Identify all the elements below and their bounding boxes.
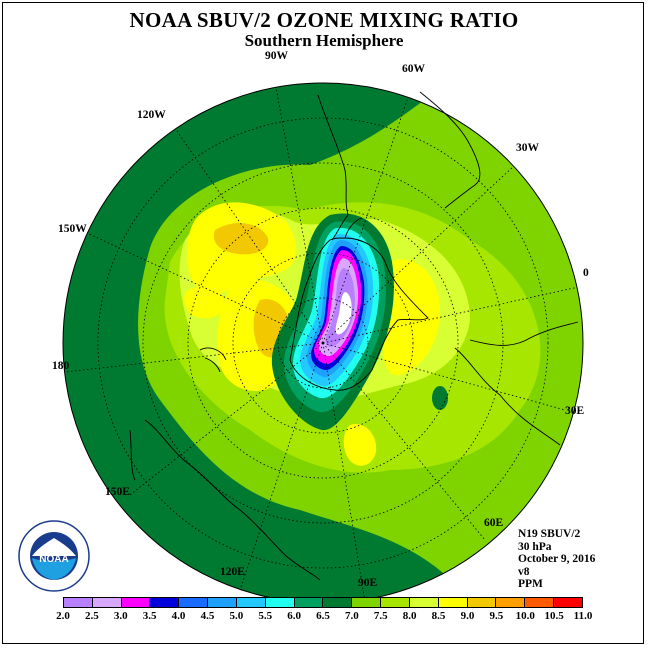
colorbar-swatch bbox=[409, 598, 439, 607]
band-8-5-south bbox=[343, 424, 377, 466]
colorbar-swatch bbox=[496, 598, 526, 607]
colorbar-tick-label: 9.0 bbox=[460, 610, 475, 622]
colorbar-swatch bbox=[438, 598, 468, 607]
colorbar-tick-label: 6.5 bbox=[316, 610, 330, 622]
colorbar-tick-label: 9.5 bbox=[489, 610, 504, 622]
colorbar-swatch bbox=[236, 598, 266, 607]
colorbar-swatch bbox=[208, 598, 237, 607]
colorbar-tick-label: 7.0 bbox=[345, 610, 359, 622]
colorbar-swatch bbox=[294, 598, 324, 607]
patch-6-5-east bbox=[432, 386, 448, 410]
colorbar-tick-label: 8.5 bbox=[431, 610, 446, 622]
colorbar-tick-label: 5.5 bbox=[258, 610, 273, 622]
colorbar-swatch bbox=[150, 598, 180, 607]
colorbar-swatch bbox=[525, 598, 555, 607]
logo-text: NOAA bbox=[39, 554, 68, 565]
colorbar-tick-label: 2.0 bbox=[56, 610, 70, 622]
colorbar-swatch bbox=[92, 598, 122, 607]
ozone-field bbox=[63, 83, 583, 603]
colorbar-swatch bbox=[179, 598, 209, 607]
colorbar-tick-label: 4.0 bbox=[171, 610, 186, 622]
info-version: v8 bbox=[518, 565, 530, 578]
lon-label-120w: 120W bbox=[137, 109, 166, 121]
colorbar-swatch bbox=[121, 598, 151, 607]
colorbar-tick-label: 8.0 bbox=[402, 610, 417, 622]
colorbar-ticks: 2.0 2.5 3.0 3.5 4.0 4.5 5.0 5.5 6.0 6.5 7.0 7.5 8.0 8… bbox=[0, 610, 648, 624]
lon-label-150w: 150W bbox=[58, 223, 87, 235]
colorbar-swatch bbox=[467, 598, 497, 607]
lon-label-90e: 90E bbox=[358, 577, 378, 589]
lon-label-60e: 60E bbox=[484, 517, 504, 529]
colorbar-swatch bbox=[64, 598, 93, 607]
colorbar-tick-label: 10.0 bbox=[515, 610, 535, 622]
colorbar bbox=[63, 597, 583, 608]
lon-label-30w: 30W bbox=[516, 142, 539, 154]
south-america-east-coast bbox=[419, 91, 481, 209]
lon-label-30e: 30E bbox=[565, 405, 585, 417]
band-below-2-0 bbox=[335, 292, 352, 335]
lon-label-180: 180 bbox=[52, 360, 70, 372]
graticule bbox=[64, 83, 583, 603]
info-date: October 9, 2016 bbox=[518, 553, 596, 566]
new-zealand bbox=[199, 347, 227, 373]
lon-label-60w: 60W bbox=[402, 63, 425, 75]
page-title: NOAA SBUV/2 OZONE MIXING RATIO bbox=[129, 8, 519, 32]
colorbar-swatch bbox=[381, 598, 410, 607]
band-8-5-east bbox=[383, 259, 440, 376]
info-satellite: N19 SBUV/2 bbox=[518, 528, 581, 540]
colorbar-tick-label: 6.0 bbox=[287, 610, 301, 622]
info-units: PPM bbox=[518, 578, 543, 591]
colorbar-tick-label: 3.5 bbox=[142, 610, 157, 622]
lon-label-150e: 150E bbox=[105, 486, 130, 498]
colorbar-swatch bbox=[352, 598, 382, 607]
info-block: N19 SBUV/2 30 hPa October 9, 2016 v8 PPM bbox=[518, 528, 595, 591]
colorbar-tick-label: 4.5 bbox=[200, 610, 215, 622]
colorbar-swatch bbox=[323, 598, 353, 607]
colorbar-tick-label: 11.0 bbox=[573, 610, 593, 622]
page-subtitle: Southern Hemisphere bbox=[244, 31, 404, 50]
australia-west bbox=[129, 429, 136, 481]
colorbar-tick-label: 3.0 bbox=[113, 610, 128, 622]
colorbar-tick-label: 7.5 bbox=[373, 610, 388, 622]
colorbar-swatch bbox=[265, 598, 295, 607]
lon-label-120e: 120E bbox=[220, 566, 245, 578]
antarctica-coast bbox=[289, 237, 429, 391]
africa-tip bbox=[454, 347, 561, 446]
africa-coast bbox=[469, 321, 579, 346]
coastlines bbox=[129, 91, 579, 581]
colorbar-swatch bbox=[554, 598, 582, 607]
noaa-logo: NOAA bbox=[18, 520, 90, 592]
lon-label-90w: 90W bbox=[265, 50, 288, 62]
colorbar-tick-label: 10.5 bbox=[544, 610, 564, 622]
colorbar-tick-label: 5.0 bbox=[229, 610, 244, 622]
australia-coast bbox=[144, 419, 321, 581]
south-america-coast bbox=[317, 94, 349, 241]
lon-label-0: 0 bbox=[583, 267, 589, 279]
colorbar-tick-label: 2.5 bbox=[85, 610, 99, 622]
antarctic-peninsula bbox=[344, 217, 363, 239]
band-8-5-left bbox=[184, 286, 225, 319]
band-9-0-west bbox=[213, 223, 269, 255]
info-pressure: 30 hPa bbox=[518, 540, 552, 553]
